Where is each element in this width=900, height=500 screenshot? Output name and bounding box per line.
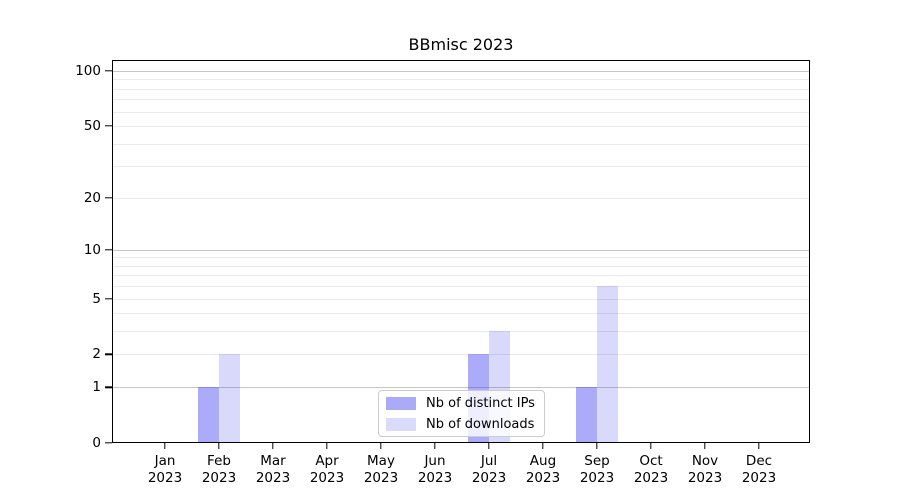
x-tick-label-line: 2023 [363,470,399,486]
x-tick-label-line: Dec [745,453,773,469]
y-gridline-minor [112,166,810,168]
chart-title: BBmisc 2023 [408,35,514,54]
y-gridline-minor [112,265,810,267]
y-gridline-minor [112,99,810,101]
x-tick-label-line: 2023 [471,470,507,486]
y-tick-label: 10 [83,241,101,258]
bar [219,354,240,443]
x-tick-label-line: Nov [691,453,719,469]
x-tick-mark [164,443,166,449]
x-tick-label-line: 2023 [309,470,345,486]
x-tick-mark [704,443,706,449]
x-tick-label: Sep 2023 [580,453,614,487]
y-tick-mark [105,386,112,388]
x-tick-label-line: Jan [154,453,176,469]
y-tick-label: 50 [83,118,101,135]
y-gridline-minor [112,257,810,259]
y-gridline-minor [112,197,810,199]
y-gridline-minor [112,79,810,81]
x-tick-label-line: 2023 [525,470,561,486]
x-tick-label: Jul 2023 [472,453,506,487]
x-tick-mark [218,443,220,449]
legend: Nb of distinct IPs Nb of downloads [378,390,545,437]
x-tick-label-line: 2023 [417,470,453,486]
x-tick-label-line: Oct [639,453,663,469]
x-tick-mark [380,443,382,449]
y-gridline-minor [112,88,810,90]
x-tick-label-line: Aug [529,453,557,469]
x-tick-mark [758,443,760,449]
y-tick-mark [105,442,112,444]
x-tick-label-line: 2023 [741,470,777,486]
y-tick-mark [105,70,112,72]
plot-area: 0 1 2 5 10 20 50 100 Jan 2023 Feb 2023 Mar 2023 Apr 20… [75,60,810,486]
x-tick-label: Jan 2023 [148,453,182,487]
y-tick-label: 20 [83,189,101,206]
x-tick-label: Dec 2023 [742,453,776,487]
y-gridline-minor [112,275,810,277]
y-gridline-minor [112,126,810,128]
x-tick-label-line: May [367,453,395,469]
x-tick-label-line: Mar [260,453,286,469]
x-tick-label-line: 2023 [633,470,669,486]
x-tick-label: Nov 2023 [688,453,722,487]
bar [198,387,219,443]
y-gridline-minor [112,313,810,315]
x-tick-mark [434,443,436,449]
y-gridline-minor [112,286,810,288]
x-tick-label-line: 2023 [687,470,723,486]
x-tick-label-line: 2023 [147,470,183,486]
y-gridline-decade [112,249,810,251]
y-tick-mark [105,297,112,300]
x-tick-label: Jun 2023 [418,453,452,487]
x-tick-mark [596,443,598,449]
legend-label: Nb of distinct IPs [426,395,535,411]
x-tick-label-line: Feb [207,453,231,469]
y-tick-label: 1 [92,379,101,396]
x-tick-mark [488,443,490,449]
x-tick-mark [326,443,328,449]
bar [576,387,597,443]
legend-swatch [386,417,416,431]
y-gridline-minor [112,331,810,333]
y-tick-mark [105,125,112,127]
x-tick-label-line: Jun [424,453,446,469]
x-tick-label-line: 2023 [579,470,615,486]
bar [597,286,618,443]
y-tick-mark [105,196,112,199]
y-tick-label: 5 [92,290,101,307]
y-gridline-minor [112,354,810,356]
y-tick-label: 100 [75,63,101,79]
x-tick-label-line: Apr [315,453,339,469]
y-tick-label: 2 [92,346,101,363]
y-gridline-minor [112,143,810,145]
x-tick-label: May 2023 [364,453,398,487]
x-tick-label-line: 2023 [255,470,291,486]
y-gridline-decade [112,71,810,72]
x-tick-mark [650,443,652,449]
x-tick-label: Aug 2023 [526,453,560,487]
x-tick-label: Oct 2023 [634,453,668,487]
x-tick-mark [542,443,544,449]
y-gridline-minor [112,298,810,300]
x-tick-label-line: Jul [480,453,498,469]
y-tick-mark [105,249,112,251]
legend-item: Nb of distinct IPs [386,396,537,411]
y-tick-label: 0 [92,435,101,451]
x-tick-label: Apr 2023 [310,453,344,487]
x-tick-label: Mar 2023 [256,453,290,487]
legend-label: Nb of downloads [426,416,535,432]
x-tick-label-line: 2023 [201,470,237,486]
plot-border [112,60,810,443]
x-tick-mark [272,443,274,449]
y-gridline-decade [112,387,810,389]
y-gridline-minor [112,111,810,113]
x-tick-label: Feb 2023 [202,453,236,487]
y-tick-mark [105,353,112,356]
x-tick-label-line: Sep [584,453,610,469]
legend-item: Nb of downloads [386,417,537,432]
legend-swatch [386,396,416,410]
